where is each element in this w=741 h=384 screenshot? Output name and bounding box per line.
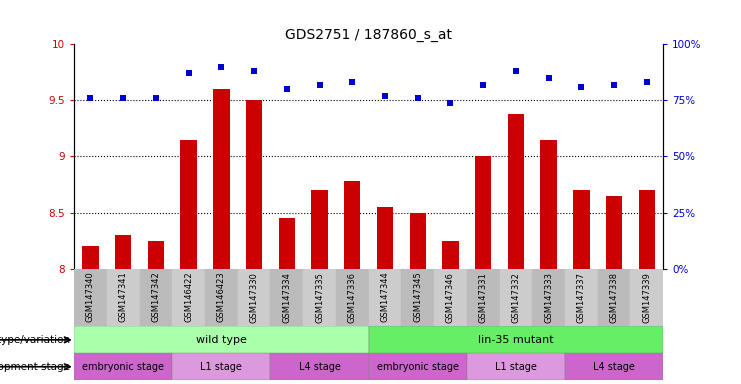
Bar [246, 100, 262, 269]
Text: GSM146423: GSM146423 [217, 272, 226, 323]
Bar [181, 140, 197, 269]
Text: GSM147335: GSM147335 [315, 272, 324, 323]
Point [641, 79, 653, 85]
Text: GSM147330: GSM147330 [250, 272, 259, 323]
Bar [540, 140, 556, 269]
Bar [139, 269, 172, 326]
Text: GSM147333: GSM147333 [544, 272, 553, 323]
Text: GSM147334: GSM147334 [282, 272, 291, 323]
Bar [606, 196, 622, 269]
Text: GSM147337: GSM147337 [577, 272, 586, 323]
Point [248, 68, 260, 74]
Text: development stage: development stage [0, 362, 70, 372]
Bar [270, 353, 369, 380]
Text: wild type: wild type [196, 335, 247, 345]
Point [542, 75, 554, 81]
Text: GSM147331: GSM147331 [479, 272, 488, 323]
Bar [147, 241, 164, 269]
Bar [475, 157, 491, 269]
Bar [107, 269, 139, 326]
Bar [467, 269, 499, 326]
Bar [565, 269, 598, 326]
Bar [213, 89, 230, 269]
Point [150, 95, 162, 101]
Text: GSM146422: GSM146422 [185, 272, 193, 322]
Point [477, 81, 489, 88]
Text: GSM147339: GSM147339 [642, 272, 651, 323]
Bar [205, 269, 238, 326]
Text: GSM147346: GSM147346 [446, 272, 455, 323]
Bar [173, 353, 270, 380]
Text: embryonic stage: embryonic stage [82, 362, 165, 372]
Point [216, 63, 227, 70]
Bar [238, 269, 270, 326]
Bar [279, 218, 295, 269]
Point [313, 81, 325, 88]
Text: embryonic stage: embryonic stage [376, 362, 459, 372]
Bar [270, 269, 303, 326]
Point [510, 68, 522, 74]
Bar [631, 269, 663, 326]
Bar [499, 269, 532, 326]
Bar [115, 235, 131, 269]
Text: GSM147342: GSM147342 [151, 272, 160, 323]
Point [412, 95, 424, 101]
Text: GSM147341: GSM147341 [119, 272, 127, 323]
Text: genotype/variation: genotype/variation [0, 335, 70, 345]
Point [281, 86, 293, 92]
Point [117, 95, 129, 101]
Bar [74, 269, 107, 326]
Text: L1 stage: L1 stage [495, 362, 537, 372]
Title: GDS2751 / 187860_s_at: GDS2751 / 187860_s_at [285, 28, 452, 42]
Text: GSM147336: GSM147336 [348, 272, 356, 323]
Text: L1 stage: L1 stage [200, 362, 242, 372]
Bar [434, 269, 467, 326]
Bar [369, 353, 467, 380]
Bar [467, 353, 565, 380]
Point [346, 79, 358, 85]
Bar [442, 241, 459, 269]
Bar [82, 247, 99, 269]
Point [576, 84, 588, 90]
Bar [508, 114, 524, 269]
Bar [574, 190, 590, 269]
Bar [344, 181, 360, 269]
Bar [336, 269, 368, 326]
Bar [598, 269, 631, 326]
Text: GSM147345: GSM147345 [413, 272, 422, 323]
Point [84, 95, 96, 101]
Bar [74, 353, 173, 380]
Bar [303, 269, 336, 326]
Bar [402, 269, 434, 326]
Bar [368, 269, 402, 326]
Bar [74, 326, 369, 353]
Point [445, 99, 456, 106]
Point [379, 93, 391, 99]
Text: lin-35 mutant: lin-35 mutant [478, 335, 554, 345]
Text: GSM147344: GSM147344 [381, 272, 390, 323]
Bar [532, 269, 565, 326]
Bar [369, 326, 663, 353]
Text: GSM147340: GSM147340 [86, 272, 95, 323]
Point [608, 81, 620, 88]
Text: L4 stage: L4 stage [593, 362, 635, 372]
Bar [377, 207, 393, 269]
Point [183, 70, 195, 76]
Bar [172, 269, 205, 326]
Bar [565, 353, 663, 380]
Text: GSM147338: GSM147338 [610, 272, 619, 323]
Text: L4 stage: L4 stage [299, 362, 341, 372]
Bar [410, 213, 426, 269]
Bar [639, 190, 655, 269]
Text: GSM147332: GSM147332 [511, 272, 520, 323]
Bar [311, 190, 328, 269]
